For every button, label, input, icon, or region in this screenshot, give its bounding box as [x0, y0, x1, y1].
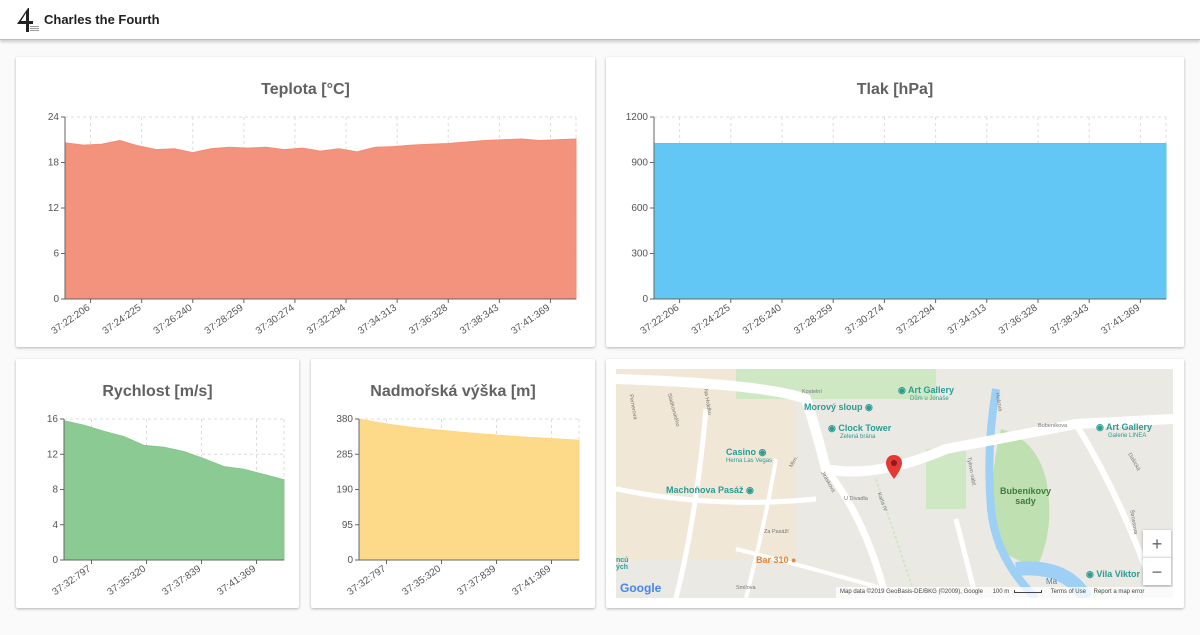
x-tick-label: 37:37:839: [455, 563, 498, 598]
scale-bar-icon: [1013, 590, 1042, 593]
x-tick-label: 37:22:206: [50, 302, 93, 337]
altitude-chart-title: Nadmořská výška [m]: [370, 383, 536, 400]
x-tick-label: 37:35:320: [105, 563, 148, 598]
street-label: Kostelní: [802, 389, 822, 395]
app-logo-icon[interactable]: [14, 6, 40, 34]
y-tick-label: 300: [631, 249, 648, 260]
x-tick-label: 37:36:328: [997, 302, 1040, 337]
map-poi-machonova-pasaz[interactable]: Machoňova Pasáž ◉: [666, 485, 754, 495]
zoom-out-button[interactable]: −: [1143, 557, 1171, 585]
x-tick-label: 37:34:313: [946, 302, 989, 337]
map-scale[interactable]: 100 m: [992, 589, 1010, 595]
y-tick-label: 0: [52, 555, 58, 566]
y-tick-label: 12: [48, 203, 60, 214]
x-tick-label: 37:41:369: [215, 563, 258, 598]
y-tick-label: 24: [48, 112, 60, 123]
street-label: Smilova: [736, 585, 756, 591]
map-attribution: Map data ©2019 GeoBasis-DE/BKG (©2009), …: [840, 589, 983, 595]
x-tick-label: 37:34:313: [356, 302, 399, 337]
app-title: Charles the Fourth: [44, 12, 160, 27]
x-tick-label: 37:30:274: [843, 302, 886, 337]
y-tick-label: 4: [52, 520, 58, 531]
street-label: Za Pasáží: [764, 529, 789, 535]
map-poi-art-gallery-2[interactable]: ◉ Art Gallery Galerie LINEA: [1096, 422, 1153, 439]
y-tick-label: 1200: [626, 112, 649, 123]
y-tick-label: 600: [631, 203, 648, 214]
x-tick-label: 37:38:343: [1048, 302, 1091, 337]
top-app-bar: Charles the Fourth: [0, 0, 1200, 40]
y-tick-label: 900: [631, 158, 648, 169]
y-tick-label: 285: [336, 449, 353, 460]
map-view[interactable]: ◉ Art Gallery Dům u Jonáše Morový sloup …: [616, 369, 1173, 598]
map-poi-morovy-sloup[interactable]: Morový sloup ◉: [804, 402, 873, 412]
x-tick-label: 37:41:369: [509, 302, 552, 337]
y-tick-label: 0: [642, 294, 648, 305]
x-tick-label: 37:30:274: [254, 302, 297, 337]
x-tick-label: 37:22:206: [639, 302, 682, 337]
x-tick-label: 37:35:320: [400, 563, 443, 598]
pressure-chart-title: Tlak [hPa]: [856, 81, 934, 98]
x-tick-label: 37:37:839: [160, 563, 203, 598]
map-poi-casino[interactable]: Casino ◉ Herna Las Vegas: [726, 447, 773, 464]
map-attribution-bar: Map data ©2019 GeoBasis-DE/BKG (©2009), …: [836, 587, 1173, 598]
landmark-icon: ◉: [1086, 569, 1097, 579]
terms-link[interactable]: Terms of Use: [1050, 589, 1086, 595]
map-poi-art-gallery-1[interactable]: ◉ Art Gallery Dům u Jonáše: [898, 385, 955, 402]
temperature-chart: 0 6 12 18 24 37:22:206 37:24:225 37:26:240 37:28…: [48, 112, 577, 337]
x-tick-label: 37:32:797: [50, 563, 93, 598]
x-tick-label: 37:24:225: [690, 302, 733, 337]
speed-chart-title: Rychlost [m/s]: [102, 383, 213, 400]
street-label: Bubeníkova: [1038, 423, 1068, 429]
area-series[interactable]: [653, 143, 1167, 300]
y-tick-label: 18: [48, 158, 60, 169]
landmark-icon: ◉: [862, 402, 873, 412]
map-poi-vila-viktor[interactable]: ◉ Vila Viktor: [1086, 569, 1141, 579]
google-logo[interactable]: Google: [620, 581, 662, 595]
landmark-icon: ◉: [828, 423, 839, 433]
y-tick-label: 8: [52, 485, 58, 496]
x-tick-label: 37:32:294: [895, 302, 938, 337]
area-series[interactable]: [358, 418, 580, 561]
y-tick-label: 190: [336, 485, 353, 496]
street-label: Ma: [1046, 577, 1058, 586]
street-label: U Divadla: [844, 496, 868, 502]
map-poi-clock-tower[interactable]: ◉ Clock Tower Zelená brána: [828, 423, 892, 440]
x-tick-label: 37:28:259: [792, 302, 835, 337]
map-poi-bubenikovy-sady[interactable]: Bubeníkovy sady: [999, 486, 1051, 506]
x-tick-label: 37:32:797: [345, 563, 388, 598]
y-tick-label: 16: [47, 414, 59, 425]
y-tick-label: 6: [53, 249, 59, 260]
pressure-chart: 0 300 600 900 1200 37:22:206 37:24:225 37:26:24…: [626, 112, 1167, 337]
altitude-chart: 0 95 190 285 380 37:32:797 37:35:320 37:37:839 3…: [336, 414, 580, 598]
y-tick-label: 380: [336, 414, 353, 425]
area-series[interactable]: [63, 420, 285, 561]
x-tick-label: 37:36:328: [407, 302, 450, 337]
area-series[interactable]: [64, 138, 577, 300]
x-tick-label: 37:24:225: [101, 302, 144, 337]
shopping-icon: ◉: [743, 485, 754, 495]
bar-icon: ●: [788, 555, 797, 565]
temperature-chart-title: Teplota [°C]: [261, 81, 350, 98]
y-tick-label: 0: [53, 294, 59, 305]
map-poi-partial[interactable]: ncú ých: [616, 557, 629, 571]
gallery-icon: ◉: [1096, 422, 1107, 432]
y-tick-label: 0: [347, 555, 353, 566]
x-tick-label: 37:38:343: [458, 302, 501, 337]
x-tick-label: 37:41:369: [1099, 302, 1142, 337]
report-map-error-link[interactable]: Report a map error: [1093, 589, 1145, 595]
gallery-icon: ◉: [898, 385, 909, 395]
map-poi-bar-310[interactable]: Bar 310 ●: [756, 555, 797, 565]
x-tick-label: 37:26:240: [152, 302, 195, 337]
y-tick-label: 12: [47, 449, 59, 460]
x-tick-label: 37:28:259: [203, 302, 246, 337]
location-pin-icon[interactable]: [886, 455, 902, 479]
casino-icon: ◉: [756, 447, 767, 457]
speed-chart: 0 4 8 12 16 37:32:797 37:35:320 37:37:839 37:41:…: [47, 414, 285, 598]
map-background: [616, 369, 1173, 598]
x-tick-label: 37:26:240: [741, 302, 784, 337]
zoom-in-button[interactable]: +: [1143, 530, 1171, 558]
y-tick-label: 95: [342, 520, 354, 531]
x-tick-label: 37:41:369: [510, 563, 553, 598]
x-tick-label: 37:32:294: [305, 302, 348, 337]
